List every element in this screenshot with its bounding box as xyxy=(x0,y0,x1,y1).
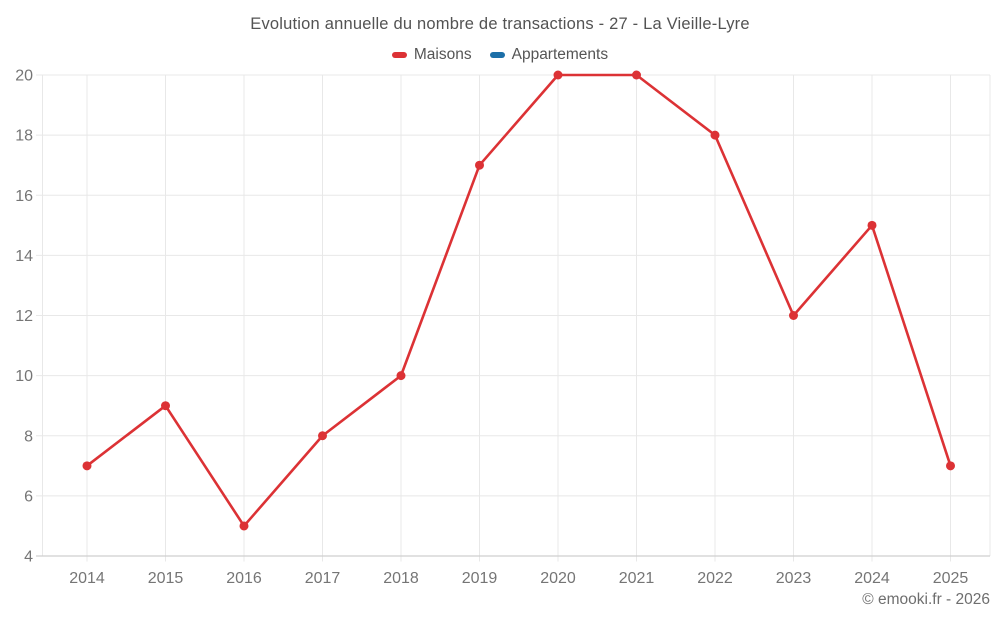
data-point-2021 xyxy=(632,70,641,80)
x-tick-label: 2018 xyxy=(383,570,419,587)
chart-title: Evolution annuelle du nombre de transact… xyxy=(250,15,750,33)
x-tick-label: 2017 xyxy=(305,570,341,587)
data-point-2016 xyxy=(239,521,249,531)
maisons-swatch-icon xyxy=(391,52,407,58)
data-point-2024 xyxy=(867,220,877,230)
y-tick-label: 12 xyxy=(15,308,33,325)
x-tick-label: 2014 xyxy=(69,570,105,587)
y-tick-label: 4 xyxy=(24,549,33,566)
x-tick-label: 2022 xyxy=(697,570,733,587)
x-tick-label: 2025 xyxy=(933,570,969,587)
y-tick-label: 20 xyxy=(15,68,33,85)
x-tick-label: 2019 xyxy=(462,570,498,587)
data-point-2023 xyxy=(789,311,798,320)
y-tick-label: 16 xyxy=(15,188,33,205)
y-tick-label: 6 xyxy=(24,488,33,505)
appartements-swatch-icon xyxy=(489,52,505,58)
axis-labels: 4 6 8 10 12 14 16 18 20 2014 2015 2016 2017 2018 2019 2… xyxy=(15,68,968,588)
y-tick-label: 8 xyxy=(24,428,33,445)
x-tick-label: 2023 xyxy=(776,570,812,587)
y-tick-label: 18 xyxy=(15,128,33,145)
data-point-2020 xyxy=(553,70,563,80)
gridlines xyxy=(36,74,991,562)
data-point-2014 xyxy=(82,461,92,471)
x-tick-label: 2021 xyxy=(619,570,655,587)
maisons-line xyxy=(85,73,952,528)
data-point-2022 xyxy=(710,130,720,140)
data-point-2017 xyxy=(318,431,327,441)
x-tick-label: 2020 xyxy=(540,570,576,587)
legend: Maisons Appartements xyxy=(0,45,1000,65)
data-point-2015 xyxy=(161,401,170,411)
x-tick-label: 2024 xyxy=(854,570,890,587)
y-tick-label: 10 xyxy=(15,368,33,385)
copyright-footer: © emooki.fr - 2026 xyxy=(862,591,990,608)
legend-label-maisons: Maisons xyxy=(413,46,472,63)
data-point-2025 xyxy=(946,461,955,471)
series xyxy=(82,70,955,531)
legend-label-appartements: Appartements xyxy=(511,46,609,63)
x-tick-label: 2015 xyxy=(148,570,184,587)
legend-item-maisons: Maisons xyxy=(391,46,472,64)
legend-item-appartements: Appartements xyxy=(489,46,609,64)
x-tick-label: 2016 xyxy=(226,570,262,587)
data-point-2019 xyxy=(475,160,484,170)
y-tick-label: 14 xyxy=(15,248,33,265)
data-point-2018 xyxy=(396,371,406,381)
